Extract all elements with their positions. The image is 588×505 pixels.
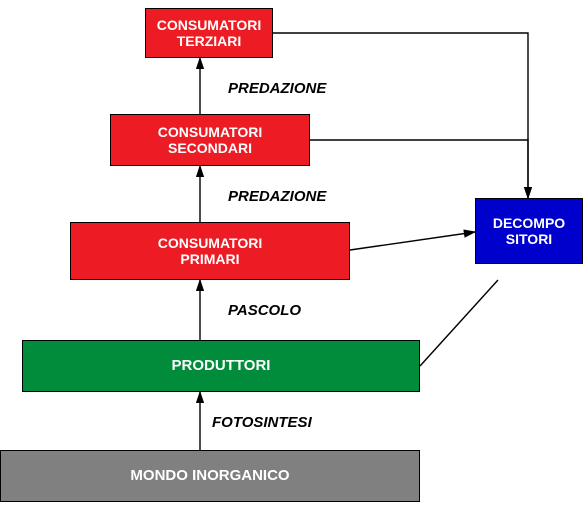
edge xyxy=(273,33,528,198)
node-decompositori: DECOMPO SITORI xyxy=(475,198,583,264)
node-label: DECOMPO SITORI xyxy=(493,215,565,247)
edge-label-predazione-1: PREDAZIONE xyxy=(228,80,326,97)
node-label: CONSUMATORI SECONDARI xyxy=(158,124,262,156)
edge-label-fotosintesi: FOTOSINTESI xyxy=(212,414,312,431)
node-label: CONSUMATORI PRIMARI xyxy=(158,235,262,267)
node-consumatori-secondari: CONSUMATORI SECONDARI xyxy=(110,114,310,166)
node-label: MONDO INORGANICO xyxy=(130,467,289,484)
node-label: PRODUTTORI xyxy=(172,357,271,374)
node-consumatori-terziari: CONSUMATORI TERZIARI xyxy=(145,8,273,58)
node-consumatori-primari: CONSUMATORI PRIMARI xyxy=(70,222,350,280)
edge xyxy=(310,140,528,198)
edge-label-predazione-2: PREDAZIONE xyxy=(228,188,326,205)
node-label: CONSUMATORI TERZIARI xyxy=(157,17,261,49)
node-produttori: PRODUTTORI xyxy=(22,340,420,392)
edge-label-pascolo: PASCOLO xyxy=(228,302,301,319)
node-mondo-inorganico: MONDO INORGANICO xyxy=(0,450,420,502)
edge xyxy=(350,232,475,250)
edge xyxy=(420,280,498,366)
